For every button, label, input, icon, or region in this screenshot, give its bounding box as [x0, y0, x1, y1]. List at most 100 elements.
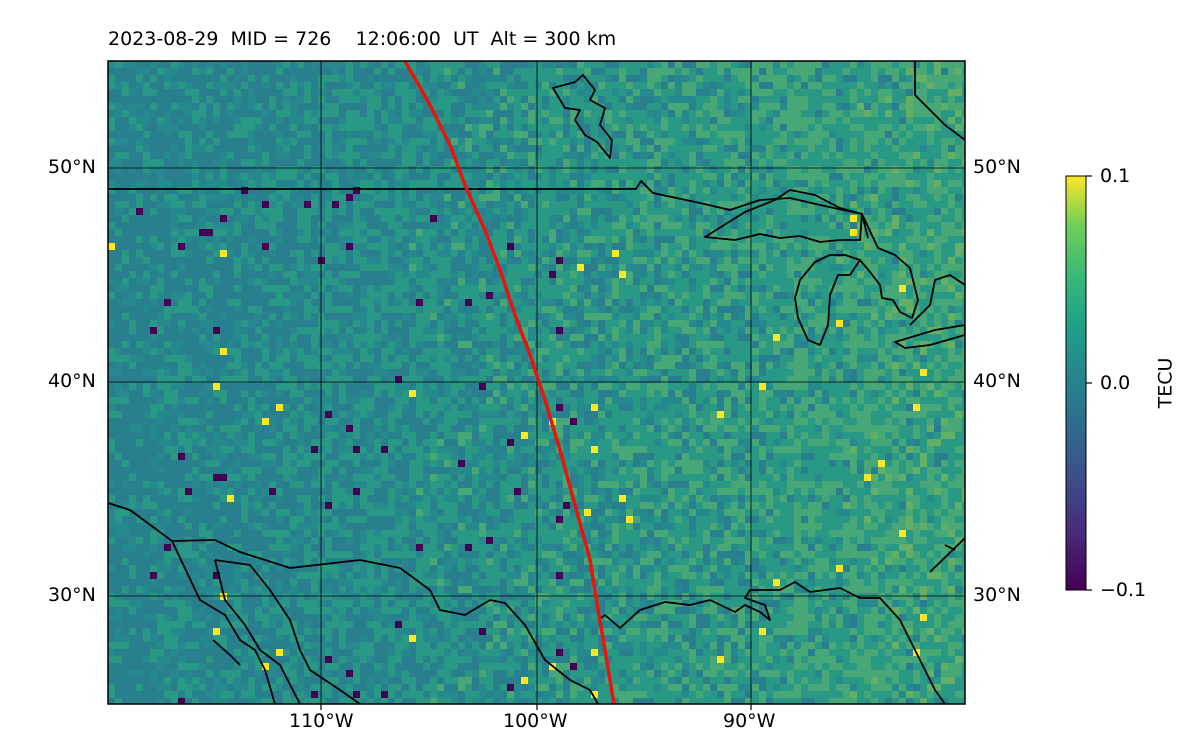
tec-cell [773, 110, 780, 117]
tec-cell [143, 341, 150, 348]
tec-cell [255, 145, 262, 152]
tec-cell [640, 75, 647, 82]
tec-cell [143, 369, 150, 376]
tec-cell [696, 348, 703, 355]
tec-cell [871, 278, 878, 285]
tec-cell [122, 257, 129, 264]
tec-cell [353, 425, 360, 432]
tec-cell [871, 418, 878, 425]
tec-cell [759, 320, 766, 327]
tec-cell [311, 264, 318, 271]
tec-cell [899, 383, 906, 390]
tec-cell [479, 355, 486, 362]
tec-cell [780, 362, 787, 369]
tec-cell [626, 180, 633, 187]
tec-cell [304, 376, 311, 383]
tec-cell [948, 341, 955, 348]
tec-cell [549, 131, 556, 138]
tec-cell [843, 138, 850, 145]
tec-cell [367, 327, 374, 334]
tec-cell [864, 145, 871, 152]
tec-cell [787, 145, 794, 152]
tec-cell [808, 173, 815, 180]
tec-cell [283, 89, 290, 96]
tec-cell [528, 341, 535, 348]
tec-cell [878, 201, 885, 208]
tec-cell [360, 264, 367, 271]
tec-cell [927, 124, 934, 131]
tec-cell [311, 166, 318, 173]
tec-cell [913, 152, 920, 159]
tec-cell [710, 320, 717, 327]
tec-cell [360, 222, 367, 229]
tec-cell [150, 411, 157, 418]
tec-cell [255, 173, 262, 180]
tec-cell [612, 425, 619, 432]
tec-cell [689, 355, 696, 362]
tec-cell [528, 425, 535, 432]
tec-cell [136, 334, 143, 341]
tec-cell [346, 306, 353, 313]
tec-cell [346, 103, 353, 110]
tec-cell [612, 306, 619, 313]
tec-cell [297, 278, 304, 285]
tec-cell [150, 383, 157, 390]
tec-cell [584, 250, 591, 257]
tec-cell [885, 103, 892, 110]
tec-cell [647, 341, 654, 348]
tec-cell [864, 96, 871, 103]
tec-cell [276, 96, 283, 103]
tec-cell [360, 180, 367, 187]
tec-cell [367, 397, 374, 404]
tec-cell [192, 201, 199, 208]
tec-cell [521, 166, 528, 173]
tec-cell [633, 180, 640, 187]
tec-cell [934, 124, 941, 131]
tec-cell [479, 229, 486, 236]
tec-cell [325, 348, 332, 355]
tec-cell [675, 257, 682, 264]
tec-cell [871, 264, 878, 271]
tec-cell [416, 383, 423, 390]
tec-cell [367, 194, 374, 201]
tec-cell [913, 208, 920, 215]
tec-cell [857, 376, 864, 383]
tec-cell [878, 320, 885, 327]
tec-cell [682, 208, 689, 215]
tec-cell [388, 362, 395, 369]
tec-cell [493, 96, 500, 103]
tec-cell [157, 369, 164, 376]
tec-cell [759, 348, 766, 355]
tec-cell [787, 152, 794, 159]
tec-cell [577, 404, 584, 411]
tec-cell [479, 61, 486, 68]
tec-cell [367, 257, 374, 264]
tec-cell [612, 96, 619, 103]
tec-cell [535, 348, 542, 355]
tec-cell [157, 278, 164, 285]
tec-cell [178, 159, 185, 166]
tec-cell [843, 68, 850, 75]
tec-cell [164, 334, 171, 341]
tec-cell [892, 243, 899, 250]
tec-cell [353, 299, 360, 306]
tec-cell [724, 341, 731, 348]
tec-cell [703, 131, 710, 138]
tec-cell [262, 327, 269, 334]
tec-cell [899, 89, 906, 96]
tec-cell [808, 166, 815, 173]
tec-cell [325, 425, 332, 432]
tec-cell [199, 138, 206, 145]
tec-cell [962, 117, 965, 124]
tec-cell [773, 369, 780, 376]
tec-cell [605, 250, 612, 257]
tec-cell [150, 89, 157, 96]
tec-cell [773, 397, 780, 404]
tec-cell [794, 159, 801, 166]
tec-cell [409, 187, 416, 194]
tec-cell [773, 299, 780, 306]
tec-cell [857, 180, 864, 187]
tec-cell [458, 215, 465, 222]
tec-cell [906, 250, 913, 257]
tec-cell [199, 313, 206, 320]
